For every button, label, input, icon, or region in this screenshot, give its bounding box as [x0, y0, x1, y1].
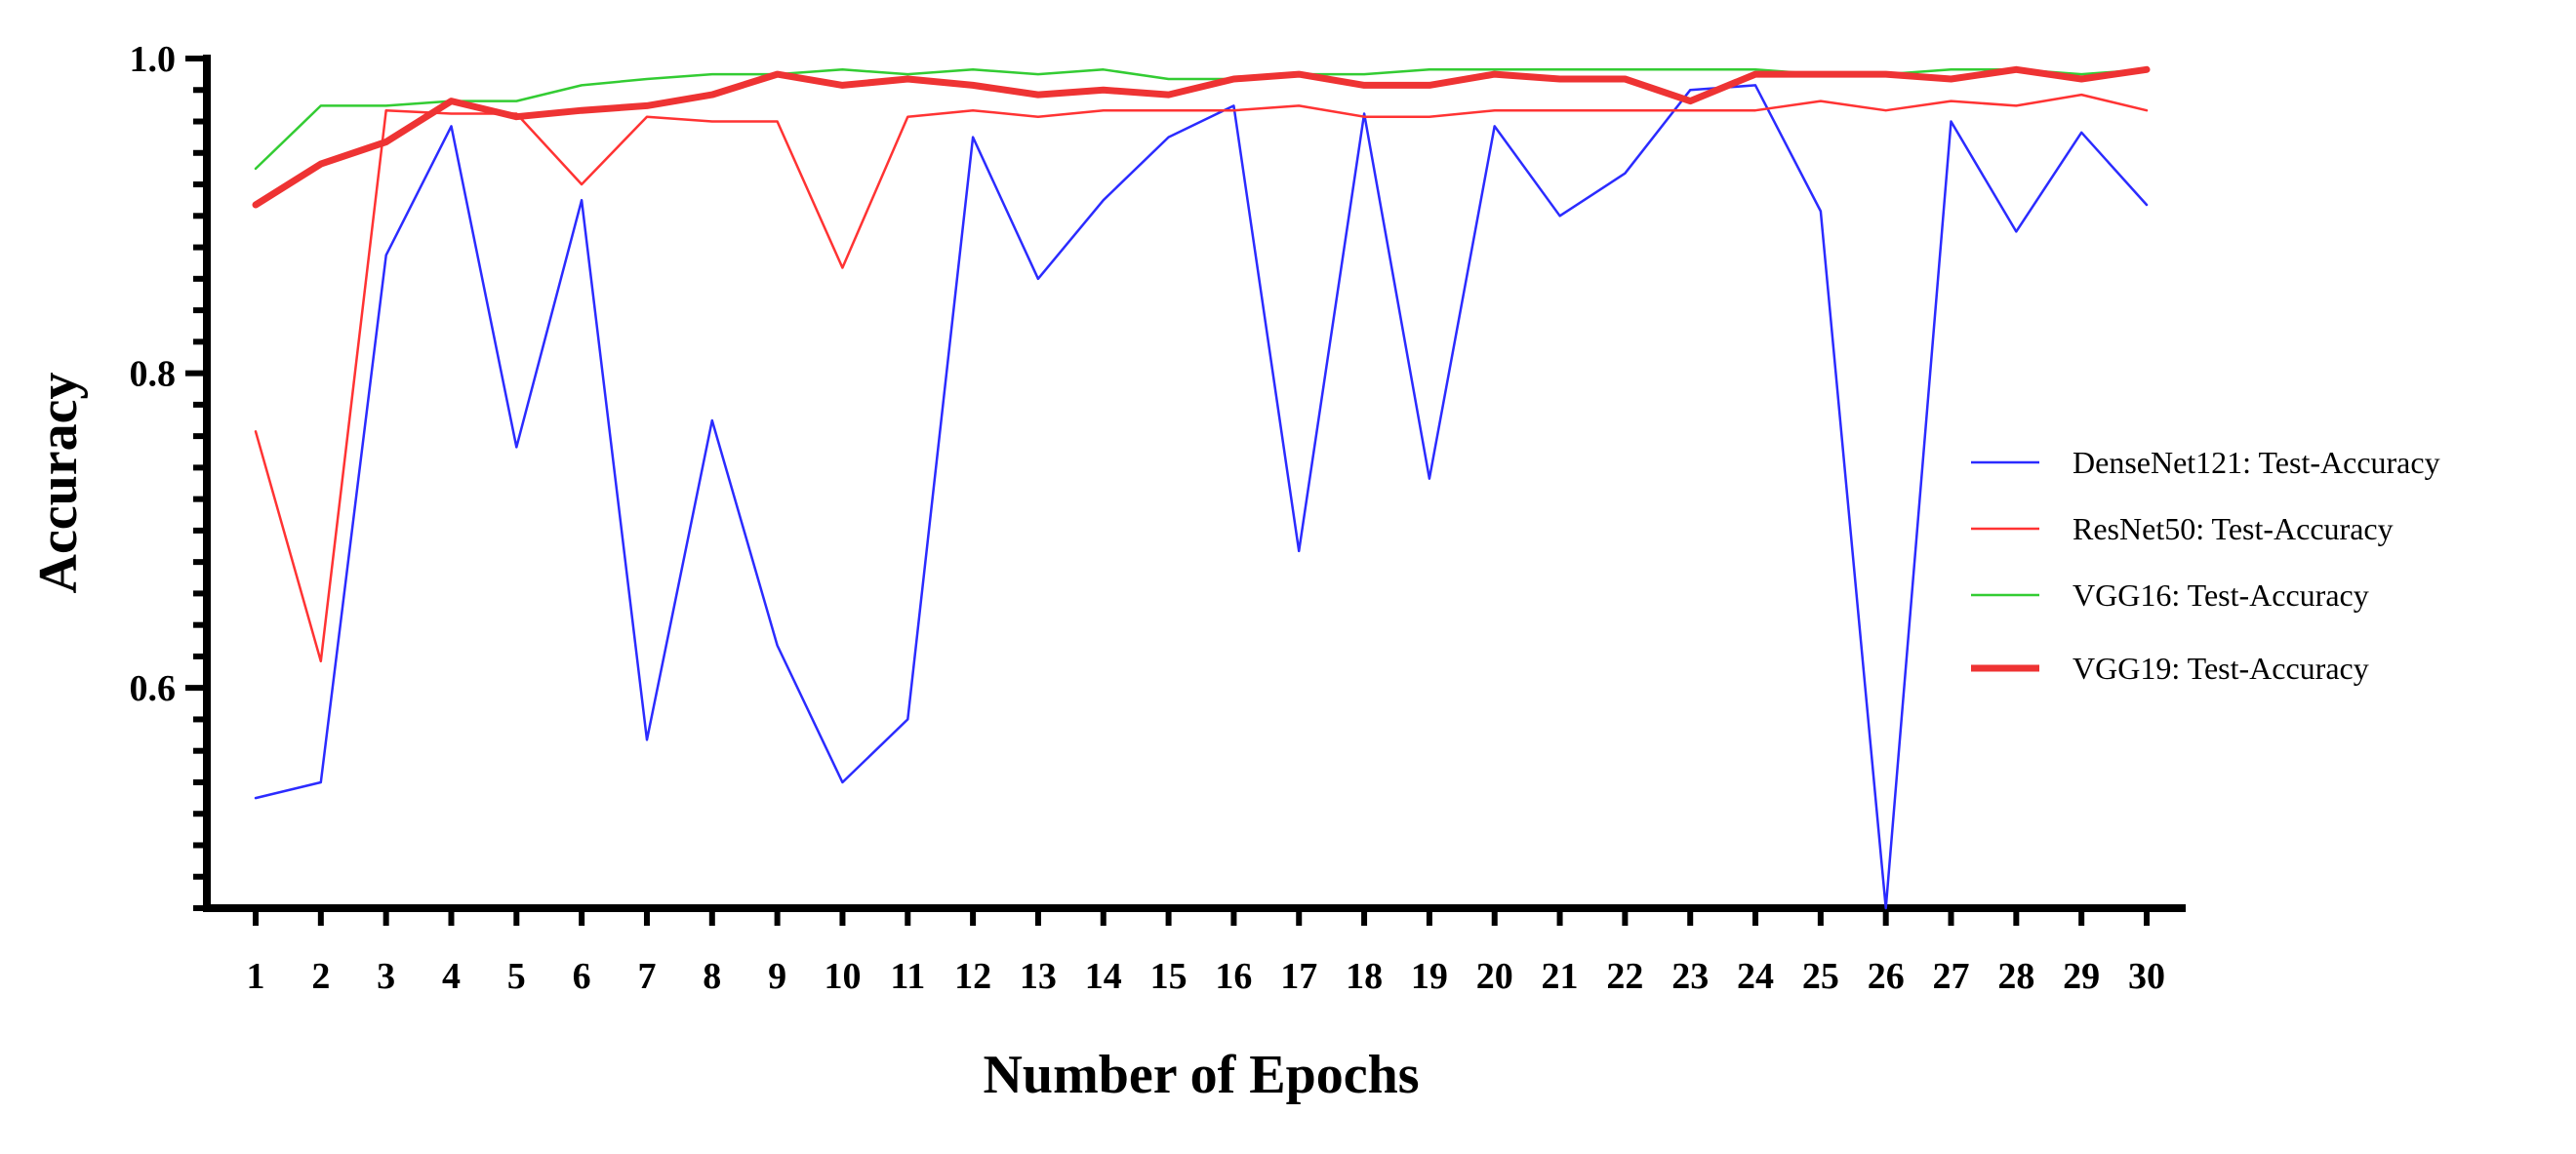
series-line-2	[254, 93, 2149, 663]
x-tick-label: 2	[311, 956, 330, 997]
x-tick-label: 18	[1346, 956, 1383, 997]
x-tick-label: 28	[1997, 956, 2034, 997]
y-tick-label: 0.8	[130, 354, 177, 395]
y-axis-ticks: 0.6 0.8 1.0	[130, 39, 207, 911]
x-tick-label: 7	[637, 956, 656, 997]
legend: DenseNet121: Test-Accuracy ResNet50: Test…	[1971, 445, 2440, 686]
x-tick-label: 25	[1802, 956, 1839, 997]
series-line-1	[254, 84, 2149, 910]
x-tick-label: 29	[2063, 956, 2100, 997]
x-tick-label: 14	[1085, 956, 1122, 997]
x-tick-label: 6	[573, 956, 591, 997]
x-tick-label: 21	[1542, 956, 1579, 997]
axes: 0.60.81.0 1 2 3 4 5 6 7 8 9 10 11 12 13 14 15 16 17 18 19 2…	[130, 39, 2186, 997]
x-tick-label: 22	[1606, 956, 1643, 997]
x-tick-label: 27	[1933, 956, 1970, 997]
x-tick-label: 8	[703, 956, 721, 997]
x-tick-label: 19	[1411, 956, 1448, 997]
x-tick-label: 1	[247, 956, 265, 997]
x-tick-label: 15	[1150, 956, 1187, 997]
x-tick-label: 9	[768, 956, 786, 997]
x-tick-label: 11	[890, 956, 925, 997]
legend-label: VGG19: Test-Accuracy	[2073, 651, 2369, 686]
x-tick-label: 12	[954, 956, 991, 997]
x-tick-label: 23	[1671, 956, 1709, 997]
x-tick-label: 5	[507, 956, 526, 997]
x-tick-label: 26	[1868, 956, 1905, 997]
x-axis-title: Number of Epochs	[983, 1045, 1419, 1105]
y-tick-label: 1.0	[130, 39, 177, 80]
legend-label: VGG16: Test-Accuracy	[2073, 577, 2369, 613]
x-axis-ticks: 1 2 3 4 5 6 7 8 9 10 11 12 13 14 15 16 17 18 19 20 21 22 23 24 2…	[247, 908, 2165, 997]
legend-label: DenseNet121: Test-Accuracy	[2073, 445, 2440, 480]
legend-label: ResNet50: Test-Accuracy	[2073, 511, 2394, 546]
x-tick-label: 3	[377, 956, 395, 997]
x-tick-label: 30	[2128, 956, 2165, 997]
y-tick-label: 0.6	[130, 668, 177, 709]
x-tick-label: 4	[442, 956, 461, 997]
x-tick-label: 24	[1737, 956, 1774, 997]
x-tick-label: 13	[1020, 956, 1057, 997]
x-tick-label: 10	[824, 956, 861, 997]
x-tick-label: 16	[1215, 956, 1252, 997]
series-line-4	[252, 65, 2151, 209]
series-layer	[252, 65, 2151, 910]
x-tick-label: 20	[1476, 956, 1513, 997]
y-axis-title: Accuracy	[28, 372, 89, 593]
x-tick-label: 17	[1280, 956, 1317, 997]
